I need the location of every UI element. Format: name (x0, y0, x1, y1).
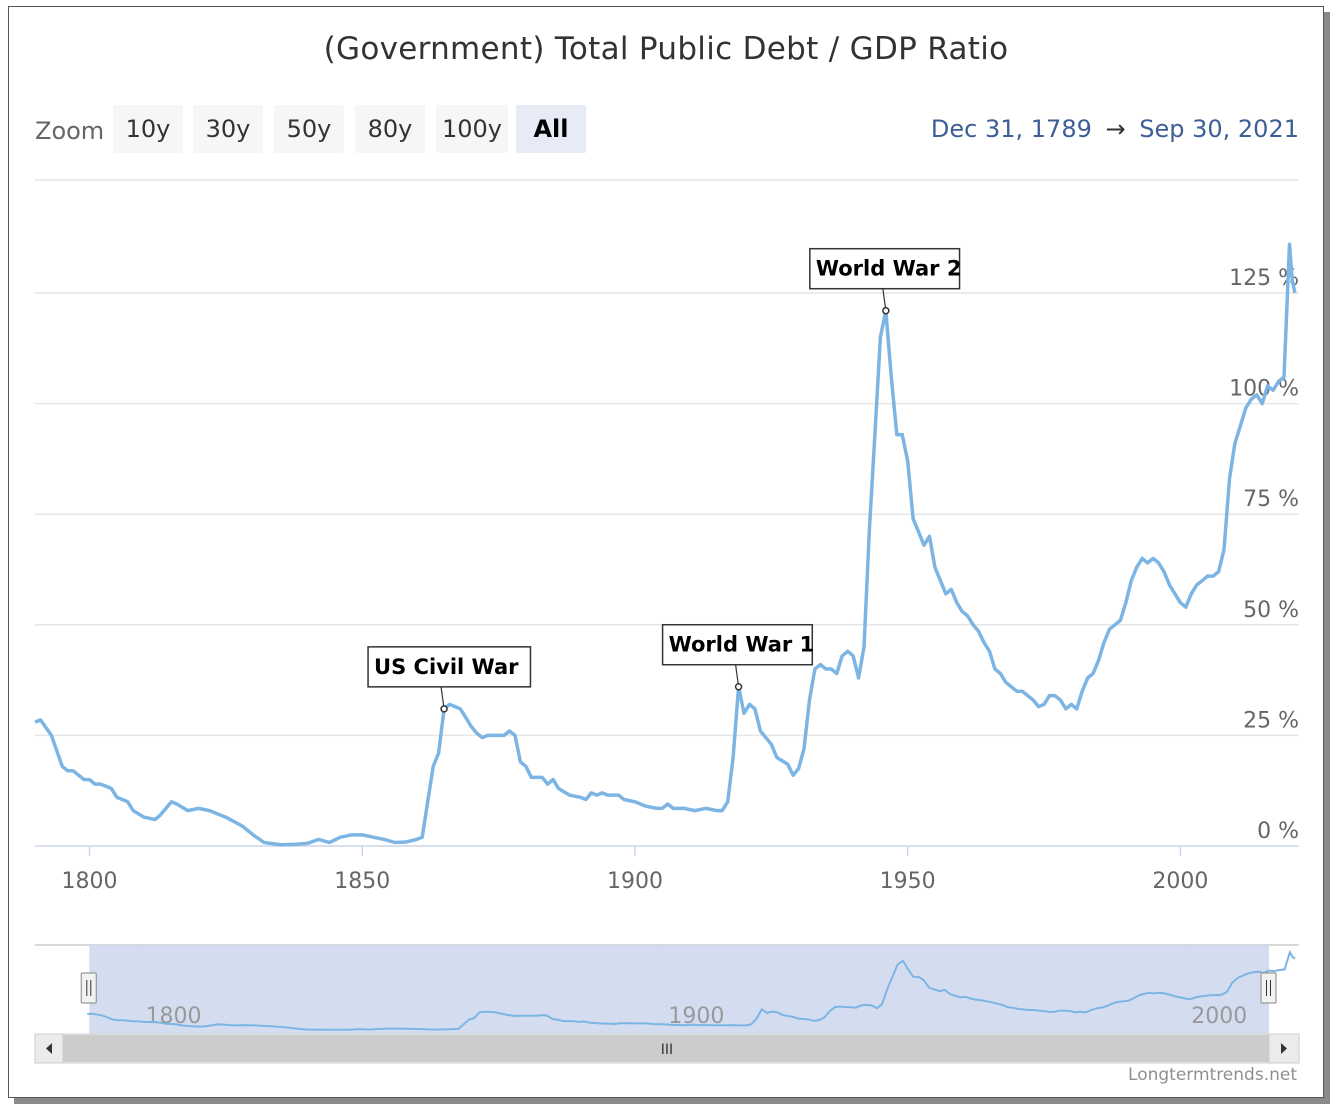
navigator-right-handle[interactable] (1260, 972, 1277, 1004)
debt-gdp-line (34, 242, 1297, 847)
annotation-3: World War 2 (809, 247, 962, 315)
zoom-50y-button[interactable]: 50y (274, 105, 344, 153)
x-tick-label: 1800 (62, 869, 118, 894)
handle-box[interactable] (1260, 972, 1277, 1004)
zoom-30y-button[interactable]: 30y (193, 105, 263, 153)
annotation-point (882, 306, 890, 315)
range-to-date[interactable]: Sep 30, 2021 (1139, 115, 1299, 143)
navigator-tick-label: 2000 (1191, 1004, 1247, 1029)
zoom-all-button[interactable]: All (516, 105, 586, 153)
credit-text[interactable]: Longtermtrends.net (1128, 1065, 1297, 1085)
annotation-point (734, 682, 743, 691)
scrollbar-grip-icon[interactable]: III (661, 1042, 673, 1058)
zoom-label: Zoom (35, 117, 105, 145)
zoom-10y-button[interactable]: 10y (113, 105, 183, 153)
x-tick-label: 1900 (607, 869, 663, 894)
handle-box[interactable] (80, 972, 97, 1004)
scroll-right-arrow-icon[interactable] (1281, 1043, 1287, 1054)
y-tick-label: 50 % (1243, 598, 1299, 623)
date-range-display: Dec 31, 1789 → Sep 30, 2021 (931, 115, 1299, 143)
navigator-line (87, 949, 1296, 1031)
navigator-selection[interactable] (89, 945, 1270, 1034)
navigator-left-handle[interactable] (80, 972, 97, 1004)
y-tick-label: 25 % (1243, 708, 1299, 733)
annotation-2: World War 1 (661, 623, 815, 691)
navigator-tick-label: 1800 (146, 1004, 202, 1029)
x-tick-label: 1850 (334, 869, 390, 894)
zoom-100y-button[interactable]: 100y (436, 105, 508, 153)
range-arrow-icon: → (1105, 115, 1126, 143)
annotation-label: World War 1 (669, 633, 815, 657)
annotation-box (367, 646, 532, 688)
annotation-label: US Civil War (374, 655, 519, 679)
scroll-left-arrow-icon[interactable] (46, 1043, 52, 1054)
x-tick-label: 1950 (880, 869, 936, 894)
annotation-point (440, 705, 448, 713)
scrollbar-thumb[interactable] (63, 1035, 1269, 1062)
range-from-date[interactable]: Dec 31, 1789 (930, 115, 1092, 143)
chart-svg: 0 %25 %50 %75 %100 %125 %1800 1850 1900 195… (34, 179, 1300, 1064)
annotation-1: US Civil War (367, 646, 532, 713)
y-tick-label: 75 % (1243, 487, 1299, 512)
chart-title: (Government) Total Public Debt / GDP Rat… (323, 31, 1009, 67)
annotation-box (661, 623, 814, 666)
zoom-80y-button[interactable]: 80y (355, 105, 425, 153)
annotation-label: World War 2 (816, 257, 962, 281)
annotation-box (809, 247, 961, 290)
y-tick-label: 0 % (1257, 819, 1299, 844)
x-tick-label: 2000 (1152, 869, 1208, 894)
chart-card: (Government) Total Public Debt / GDP Rat… (8, 6, 1324, 1098)
